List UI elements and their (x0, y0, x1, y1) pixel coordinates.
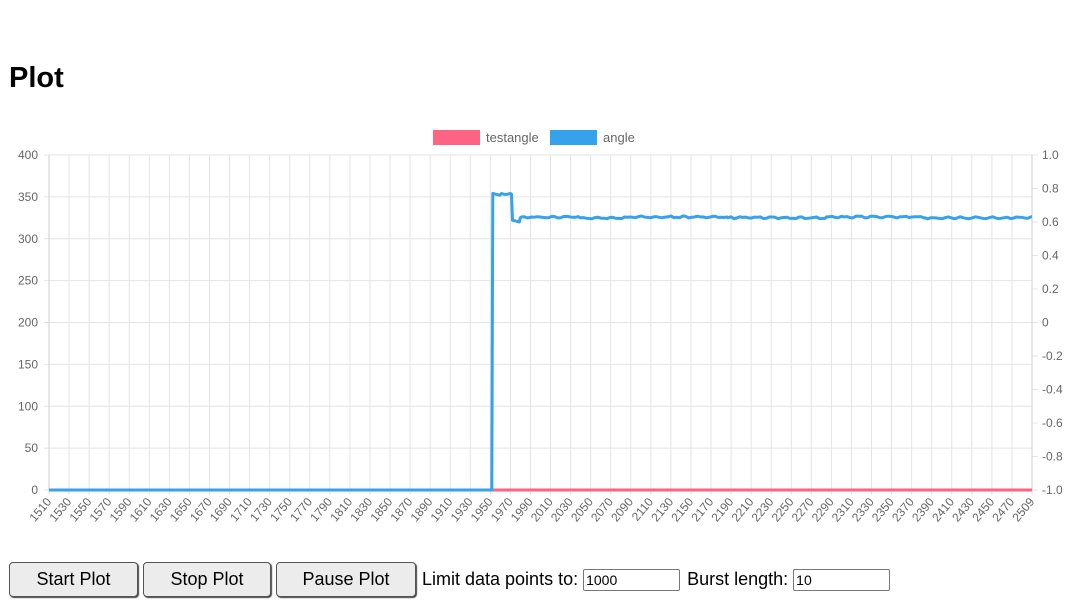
legend-swatch-testangle (433, 130, 480, 145)
y-left-tick-label: 400 (18, 148, 38, 162)
y-right-tick-label: 0.2 (1042, 282, 1059, 296)
line-chart: 1510153015501570159016101630165016701690… (18, 130, 1063, 525)
plot-controls: Start Plot Stop Plot Pause Plot Limit da… (9, 562, 896, 597)
legend-label-angle: angle (603, 130, 635, 145)
y-right-tick-label: -0.4 (1042, 383, 1063, 397)
y-right-tick-label: 0 (1042, 316, 1049, 330)
y-left-tick-label: 200 (18, 316, 38, 330)
y-left-tick-label: 150 (18, 357, 38, 371)
pause-plot-button[interactable]: Pause Plot (276, 562, 416, 597)
y-left-tick-label: 100 (18, 399, 38, 413)
x-tick-label: 2509 (1009, 495, 1037, 525)
y-right-tick-label: 0.8 (1042, 182, 1059, 196)
y-left-tick-label: 300 (18, 232, 38, 246)
legend-swatch-angle (550, 130, 597, 145)
y-right-tick-label: 0.6 (1042, 215, 1059, 229)
y-left-tick-label: 0 (31, 483, 38, 497)
y-right-tick-label: -0.6 (1042, 416, 1063, 430)
y-right-tick-label: -1.0 (1042, 483, 1063, 497)
y-left-tick-label: 50 (25, 441, 39, 455)
y-right-tick-label: 0.4 (1042, 249, 1059, 263)
y-left-tick-label: 350 (18, 190, 38, 204)
burst-length-label: Burst length: (687, 569, 789, 589)
y-right-tick-label: 1.0 (1042, 148, 1059, 162)
limit-data-points-input[interactable] (583, 568, 681, 591)
y-left-tick-label: 250 (18, 274, 38, 288)
legend-label-testangle: testangle (486, 130, 539, 145)
series-line-angle (49, 192, 1033, 492)
burst-length-input[interactable] (793, 568, 891, 591)
stop-plot-button[interactable]: Stop Plot (143, 562, 271, 597)
start-plot-button[interactable]: Start Plot (9, 562, 138, 597)
page-title: Plot (9, 62, 64, 94)
y-right-tick-label: -0.8 (1042, 450, 1063, 464)
y-right-tick-label: -0.2 (1042, 349, 1063, 363)
limit-data-points-label: Limit data points to: (422, 569, 579, 589)
